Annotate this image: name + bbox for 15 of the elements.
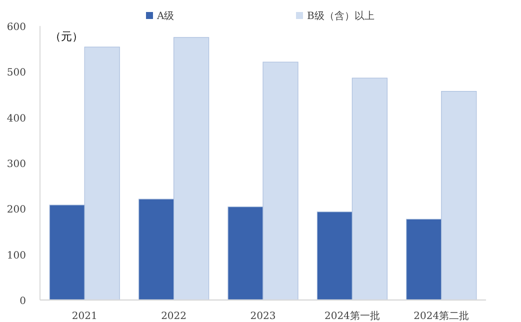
y-tick-label: 500 [6, 68, 26, 79]
y-tick-label: 600 [6, 22, 26, 33]
x-tick-label: 2024第二批 [414, 310, 470, 322]
legend-label: B级（含）以上 [307, 10, 374, 22]
y-axis-title: （元） [50, 30, 83, 43]
x-tick-label: 2022 [161, 311, 187, 322]
y-tick-label: 200 [6, 204, 26, 216]
x-tick-label: 2024第一批 [324, 310, 380, 322]
x-tick-label: 2021 [72, 311, 98, 322]
x-tick-label: 2023 [250, 311, 276, 322]
y-tick-label: 300 [6, 159, 26, 170]
y-tick-label: 0 [20, 296, 26, 307]
legend-label: A级 [156, 10, 174, 22]
y-tick-label: 400 [6, 113, 26, 124]
y-tick-label: 100 [6, 250, 26, 262]
